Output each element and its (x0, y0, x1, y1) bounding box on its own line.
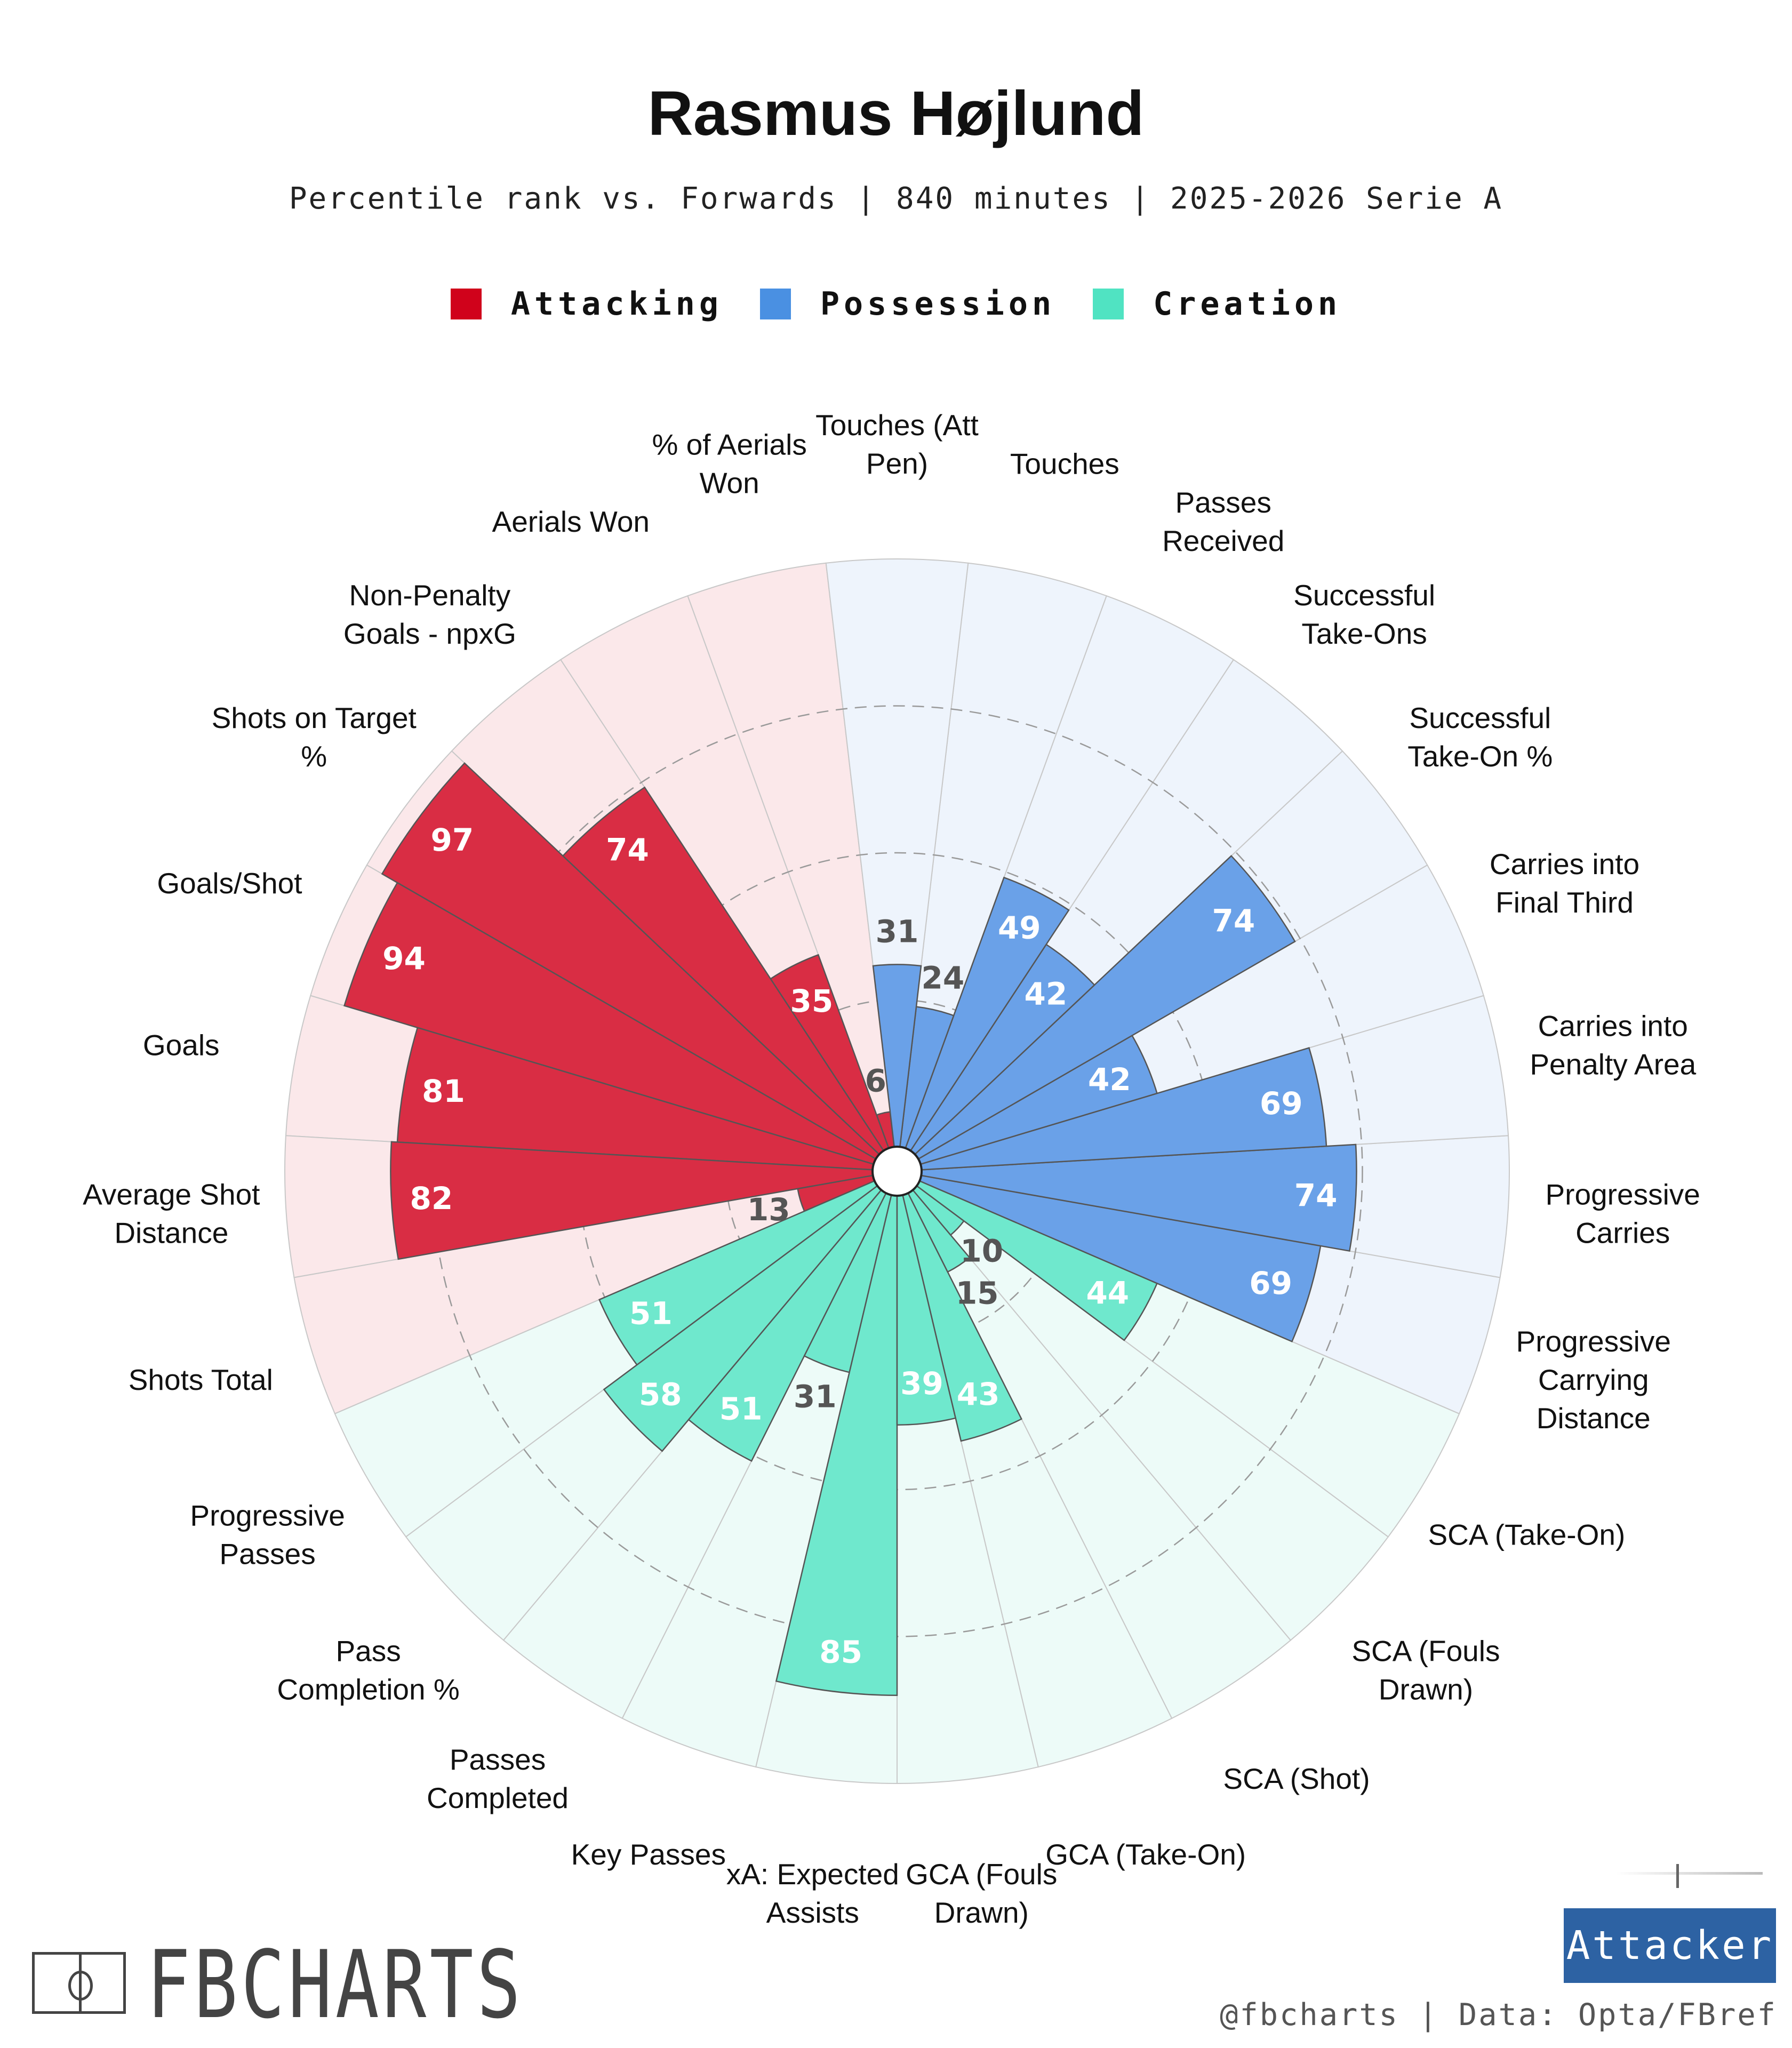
axis-label-carries-into-penalty-area: Carries into Penalty Area (1530, 1009, 1696, 1081)
axis-label-key-passes: Key Passes (571, 1838, 726, 1871)
axis-label-progressive-passes: Progressive Passes (190, 1499, 345, 1571)
value-label-touches-att-pen: 31 (876, 913, 919, 949)
bar-xa-expected-assists (775, 1171, 898, 1696)
axis-label-gca-fouls-drawn: GCA (Fouls Drawn) (906, 1858, 1057, 1929)
axis-label-non-penalty-goals-npxg: Non-Penalty Goals - npxG (343, 579, 516, 650)
chart-title: Rasmus Højlund (647, 78, 1145, 149)
axis-label-successful-take-on: Successful Take-On % (1407, 701, 1553, 773)
axis-label-carries-into-final-third: Carries into Final Third (1490, 847, 1639, 919)
value-label-gca-take-on: 43 (957, 1376, 1000, 1412)
axis-label-sca-fouls-drawn: SCA (Fouls Drawn) (1351, 1634, 1500, 1706)
legend-label-creation: Creation (1153, 285, 1342, 323)
legend: Attacking Possession Creation (0, 285, 1792, 323)
bar-average-shot-distance (390, 1141, 898, 1260)
value-labels: 6 35 74 97 94 81 82 13 51 58 51 31 85 39 43 15 10 44 69 74 6… (382, 822, 1337, 1670)
axis-label-successful-take-ons: Successful Take-Ons (1293, 579, 1435, 650)
value-label-pass-completion: 58 (639, 1377, 682, 1413)
bar-touches-att-pen (872, 964, 922, 1172)
axis-label-goals-shot: Goals/Shot (157, 867, 302, 900)
axis-label-goals: Goals (143, 1028, 220, 1061)
value-label-shots-total: 13 (747, 1191, 790, 1228)
value-label-of-aerials-won: 6 (865, 1063, 886, 1099)
value-label-passes-completed: 51 (719, 1390, 763, 1427)
data-credit: @fbcharts | Data: Opta/FBref (1220, 1997, 1777, 2033)
axis-label-passes-received: Passes Received (1162, 486, 1284, 557)
value-label-successful-take-ons: 42 (1025, 976, 1068, 1012)
bar-pass-completion (603, 1170, 898, 1452)
bar-passes-received (896, 876, 1070, 1172)
value-label-carries-into-penalty-area: 69 (1260, 1085, 1303, 1122)
legend-label-possession: Possession (820, 285, 1056, 323)
bar-goals-shot (343, 882, 898, 1172)
legend-swatch-attacking (450, 289, 482, 319)
value-label-gca-fouls-drawn: 39 (900, 1365, 943, 1402)
axis-label-progressive-carries: Progressive Carries (1545, 1178, 1700, 1249)
bg-slice-touches-att-pen (825, 558, 969, 1172)
value-label-goals: 81 (422, 1073, 465, 1109)
axis-label-aerials-won: Aerials Won (492, 505, 650, 538)
bar-successful-take-on (897, 855, 1296, 1172)
bar-progressive-carries (897, 1143, 1357, 1252)
chart-subtitle: Percentile rank vs. Forwards | 840 minut… (289, 181, 1503, 216)
axis-label-gca-take-on: GCA (Take-On) (1045, 1838, 1246, 1871)
axis-label-shots-total: Shots Total (129, 1363, 273, 1396)
legend-swatch-creation (1093, 289, 1124, 319)
value-label-progressive-carries: 74 (1294, 1178, 1338, 1214)
value-label-successful-take-on: 74 (1212, 902, 1255, 939)
value-label-touches: 24 (922, 960, 965, 996)
bar-passes-completed (687, 1171, 898, 1462)
value-label-progressive-carrying-distance: 69 (1249, 1265, 1292, 1301)
value-label-passes-received: 49 (998, 909, 1041, 946)
value-label-progressive-passes: 51 (629, 1295, 673, 1332)
axis-label-pass-completion: Pass Completion % (277, 1634, 459, 1706)
value-label-goals-shot: 94 (382, 940, 426, 977)
axis-label-shots-on-target: Shots on Target% (212, 701, 417, 773)
decorative-slider-knob (1676, 1864, 1679, 1888)
decorative-slider (1616, 1872, 1763, 1875)
axis-label-sca-shot: SCA (Shot) (1223, 1762, 1370, 1795)
axis-label-xa-expected-assists: xA: Expected Assists (726, 1858, 899, 1929)
bars (343, 762, 1357, 1696)
axis-label-touches-att-pen: Touches (Att Pen) (815, 409, 979, 480)
axis-label-of-aerials-won: % of Aerials Won (652, 428, 806, 500)
fbcharts-logo-icon (32, 1952, 126, 2014)
value-label-key-passes: 31 (794, 1379, 837, 1415)
value-label-non-penalty-goals-npxg: 74 (606, 832, 649, 868)
value-label-sca-shot: 15 (956, 1275, 999, 1311)
position-badge: Attacker (1564, 1908, 1776, 1983)
axis-label-sca-take-on: SCA (Take-On) (1428, 1518, 1625, 1551)
legend-label-attacking: Attacking (510, 285, 723, 323)
value-label-xa-expected-assists: 85 (819, 1634, 862, 1670)
axis-label-progressive-carrying-distance: Progressive Carrying Distance (1516, 1325, 1671, 1435)
value-label-aerials-won: 35 (790, 983, 834, 1019)
legend-item-attacking: Attacking (450, 285, 723, 323)
value-label-carries-into-final-third: 42 (1088, 1061, 1131, 1098)
bar-carries-into-penalty-area (897, 1047, 1327, 1172)
legend-swatch-possession (759, 289, 791, 319)
brand-wordmark: FBCHARTS (147, 1931, 524, 2039)
value-label-sca-fouls-drawn: 10 (960, 1233, 1003, 1269)
axis-label-passes-completed: Passes Completed (427, 1743, 569, 1814)
legend-item-creation: Creation (1093, 285, 1341, 323)
value-label-average-shot-distance: 82 (410, 1180, 453, 1217)
legend-item-possession: Possession (759, 285, 1056, 323)
axis-label-average-shot-distance: Average Shot Distance (83, 1178, 260, 1249)
bar-gca-take-on (896, 1171, 1022, 1442)
value-label-shots-on-target: 97 (430, 822, 474, 858)
axis-label-touches: Touches (1010, 447, 1119, 481)
value-label-sca-take-on: 44 (1086, 1275, 1129, 1311)
center-hole (871, 1146, 923, 1197)
bar-shots-on-target (381, 762, 898, 1172)
